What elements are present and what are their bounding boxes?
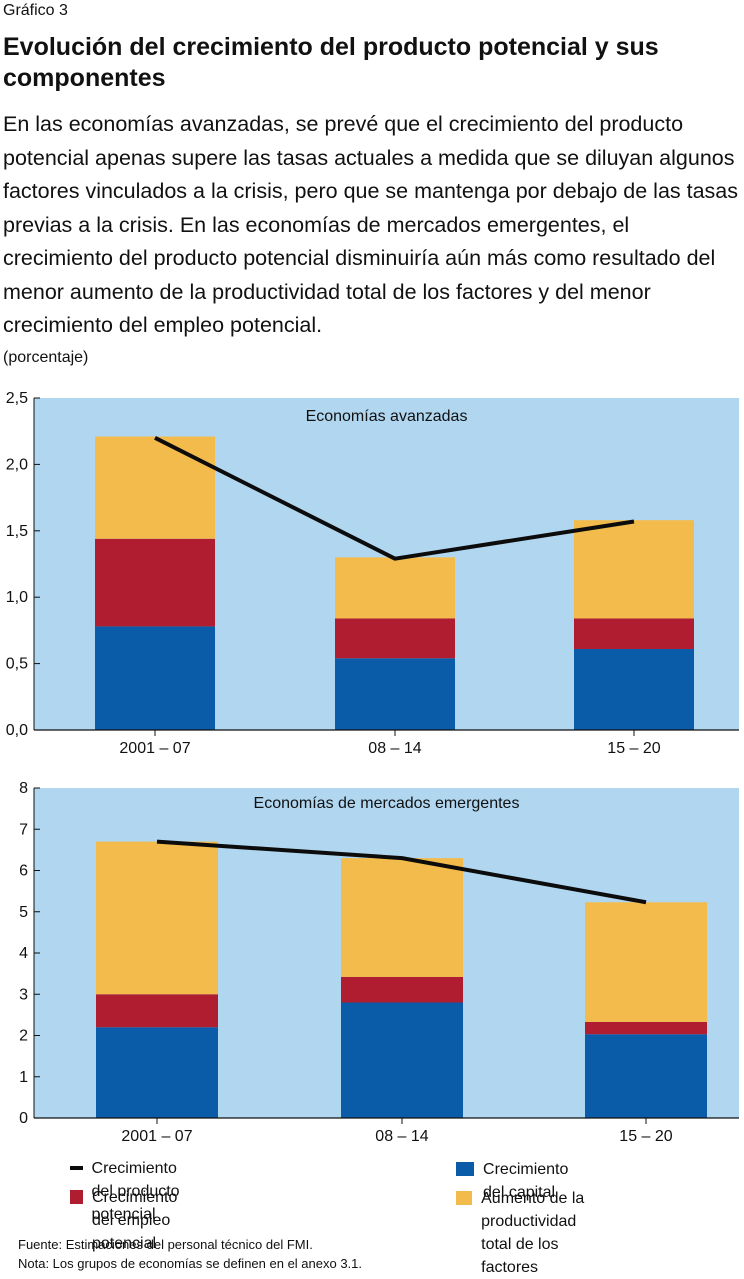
bar-segment-capital [335, 658, 455, 730]
bar-segment-tfp [96, 842, 218, 995]
bar-segment-employment [585, 1022, 707, 1034]
bar-segment-capital [96, 1027, 218, 1118]
y-tick-label: 4 [19, 945, 28, 962]
x-tick-label: 15 – 20 [619, 1128, 672, 1145]
y-tick-label: 8 [19, 780, 28, 797]
bar-segment-tfp [335, 557, 455, 618]
chart-panel-1: 0,0 0,5 1,0 1,5 2,0 2,5 2001 – 07 08 – 14 15 – 2… [6, 390, 739, 757]
y-tick-label: 7 [19, 821, 28, 838]
source-note: Fuente: Estimaciones del personal técnic… [18, 1235, 362, 1254]
bar-segment-employment [341, 977, 463, 1003]
y-tick-label: 2 [19, 1028, 28, 1045]
y-tick-label: 2,5 [6, 390, 28, 407]
panel-title: Economías avanzadas [306, 408, 468, 425]
legend-swatch-tfp [456, 1191, 472, 1205]
y-tick-label: 0,5 [6, 656, 28, 673]
bar-segment-employment [96, 994, 218, 1027]
legend-label-tfp-line2: total de los factores [481, 1236, 558, 1276]
bar-segment-tfp [341, 858, 463, 977]
bar-segment-capital [341, 1003, 463, 1119]
chart-notes: Fuente: Estimaciones del personal técnic… [18, 1235, 362, 1273]
legend-label-tfp: Aumento de la productividad total de los… [481, 1187, 590, 1279]
y-tick-label: 0,0 [6, 722, 28, 739]
x-tick-label: 08 – 14 [368, 740, 421, 757]
bar-segment-tfp [585, 902, 707, 1022]
x-tick-label: 2001 – 07 [121, 1128, 192, 1145]
bar-segment-employment [335, 618, 455, 658]
x-tick-label: 08 – 14 [375, 1128, 428, 1145]
bar-segment-capital [574, 649, 694, 730]
y-tick-label: 1 [19, 1069, 28, 1086]
y-tick-label: 6 [19, 863, 28, 880]
bar-segment-employment [95, 539, 215, 627]
bar-segment-tfp [95, 437, 215, 539]
legend-swatch-potential [70, 1166, 83, 1170]
y-tick-label: 5 [19, 904, 28, 921]
bar-segment-tfp [574, 520, 694, 618]
legend-swatch-employment [70, 1190, 83, 1204]
x-tick-label: 15 – 20 [607, 740, 660, 757]
y-tick-label: 2,0 [6, 456, 28, 473]
chart-panel-2: 0 1 2 3 4 5 6 7 8 2001 – 07 08 – 14 15 – 20 Economía… [19, 780, 739, 1145]
bar-segment-capital [585, 1034, 707, 1118]
legend-item-tfp: Aumento de la productividad total de los… [456, 1187, 590, 1279]
y-tick-label: 1,0 [6, 589, 28, 606]
bar-segment-capital [95, 626, 215, 730]
x-tick-label: 2001 – 07 [119, 740, 190, 757]
panel-title: Economías de mercados emergentes [254, 795, 520, 812]
footnote: Nota: Los grupos de economías se definen… [18, 1254, 362, 1273]
legend-label-tfp-line1: Aumento de la productividad [481, 1190, 584, 1230]
legend-swatch-capital [456, 1162, 474, 1176]
y-tick-label: 3 [19, 986, 28, 1003]
y-tick-label: 1,5 [6, 523, 28, 540]
y-tick-label: 0 [19, 1110, 28, 1127]
bar-segment-employment [574, 618, 694, 649]
